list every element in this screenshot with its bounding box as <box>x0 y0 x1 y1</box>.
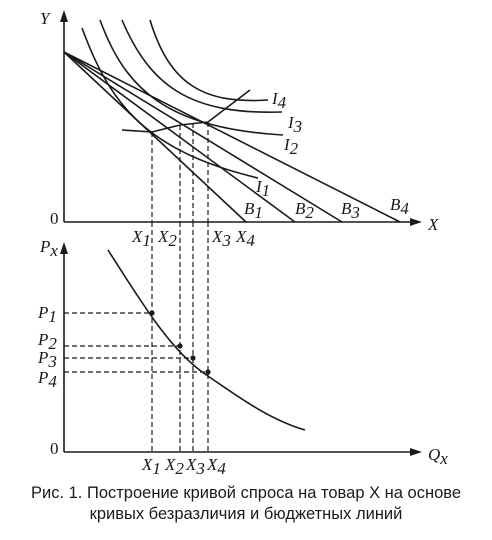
label-b1: B1 <box>244 199 263 222</box>
top-label-x1: X1 <box>131 227 151 250</box>
top-label-x2: X2 <box>157 227 177 250</box>
bottom-x-axis-arrow <box>410 448 422 456</box>
horizontal-dashed-price-lines <box>64 312 208 373</box>
bottom-origin-label: 0 <box>50 439 59 458</box>
indifference-curve-i3 <box>121 19 283 113</box>
budget-line-b3 <box>63 51 343 223</box>
bottom-panel <box>60 222 422 456</box>
indifference-curve-i4 <box>149 19 269 102</box>
budget-line-b1 <box>63 51 247 223</box>
label-p2: P2 <box>37 330 57 353</box>
label-i4: I4 <box>271 89 287 112</box>
indifference-curve-i2 <box>99 19 284 136</box>
label-b2: B2 <box>295 199 314 222</box>
bottom-label-x4: X4 <box>206 455 226 478</box>
demand-curve <box>107 249 306 431</box>
demand-point-3 <box>190 355 196 361</box>
label-p4: P4 <box>37 368 57 391</box>
caption-line-2: кривых безразличия и бюджетных линий <box>89 505 403 523</box>
demand-point-2 <box>177 343 183 349</box>
top-origin-label: 0 <box>50 209 59 228</box>
bottom-label-x1: X1 <box>141 455 161 478</box>
top-x-axis-label: X <box>427 215 439 234</box>
label-i2: I2 <box>283 135 299 158</box>
vertical-dashed-connectors <box>151 222 209 452</box>
demand-points <box>149 310 211 375</box>
bottom-label-x2: X2 <box>164 455 184 478</box>
top-label-x4: X4 <box>235 227 255 250</box>
indifference-curve-i1 <box>81 27 259 179</box>
top-y-axis-label: Y <box>40 9 51 28</box>
bottom-label-x3: X3 <box>185 455 205 478</box>
figure-caption: Рис. 1. Построение кривой спроса на това… <box>0 483 492 525</box>
budget-line-b4 <box>63 51 401 223</box>
label-p1: P1 <box>37 303 57 326</box>
label-b4: B4 <box>390 195 409 218</box>
top-panel <box>60 10 422 226</box>
label-b3: B3 <box>341 199 360 222</box>
demand-point-4 <box>205 369 211 375</box>
label-i3: I3 <box>287 113 302 136</box>
label-p3: P3 <box>37 348 57 371</box>
bottom-y-axis-arrow <box>60 242 68 254</box>
demand-point-1 <box>149 310 155 316</box>
bottom-x-axis-label: Qx <box>428 445 448 468</box>
top-y-axis-arrow <box>60 10 68 22</box>
label-i1: I1 <box>255 177 270 200</box>
caption-line-1: Рис. 1. Построение кривой спроса на това… <box>30 484 462 502</box>
top-label-x3: X3 <box>211 227 231 250</box>
bottom-y-axis-label: Px <box>39 237 58 260</box>
top-x-axis-arrow <box>410 218 422 226</box>
top-dashed-projections <box>151 122 209 222</box>
